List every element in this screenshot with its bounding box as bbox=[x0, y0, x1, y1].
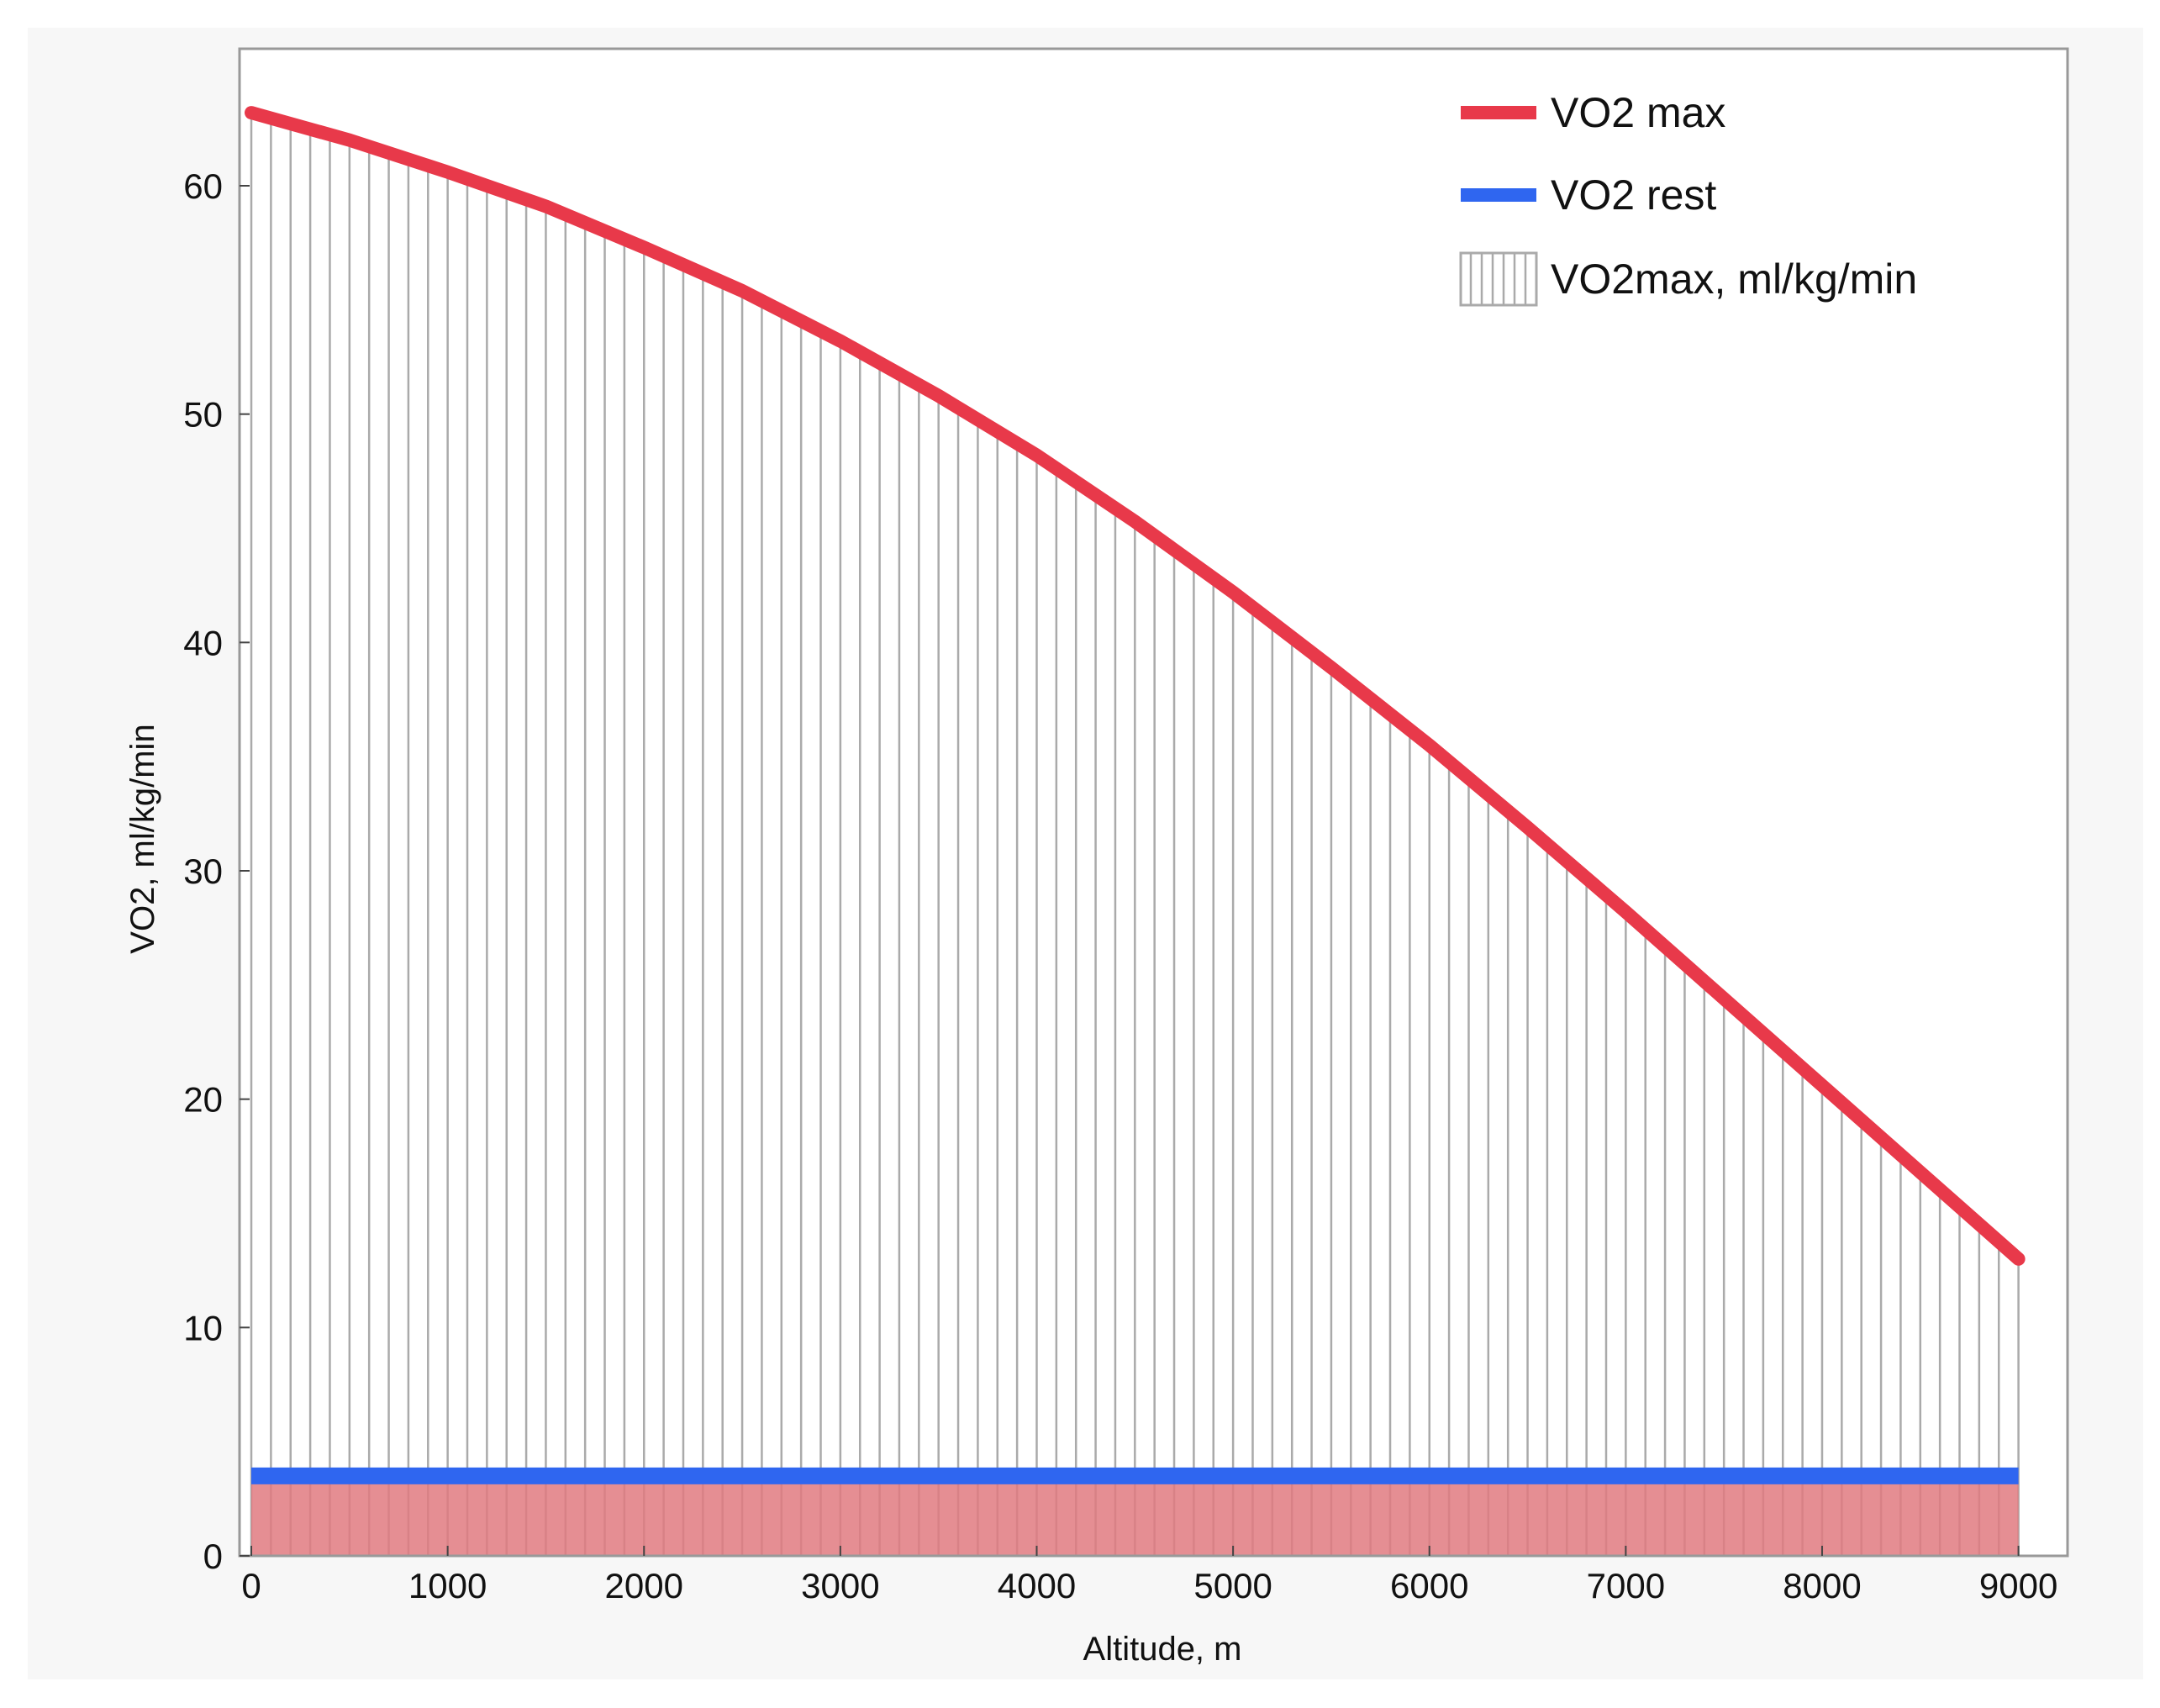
y-tick-label: 30 bbox=[183, 851, 223, 891]
y-tick-label: 60 bbox=[183, 166, 223, 206]
vo2rest-area-fill bbox=[251, 1475, 2019, 1556]
legend-label-vo2max: VO2 max bbox=[1551, 89, 1725, 136]
x-tick-label: 4000 bbox=[998, 1566, 1076, 1605]
x-axis-ticks: 0 1000 2000 3000 4000 5000 6000 7000 8000 9000 bbox=[241, 1546, 2057, 1605]
legend: VO2 max VO2 rest VO2max, ml/kg/min bbox=[1459, 89, 1917, 307]
y-tick-label: 50 bbox=[183, 395, 223, 435]
x-tick-label: 0 bbox=[241, 1566, 261, 1605]
y-tick-label: 20 bbox=[183, 1080, 223, 1120]
x-tick-label: 6000 bbox=[1390, 1566, 1468, 1605]
y-tick-label: 10 bbox=[183, 1308, 223, 1347]
series-lines bbox=[245, 106, 2026, 1484]
y-axis-ticks: 0 10 20 30 40 50 60 bbox=[183, 166, 250, 1576]
x-tick-label: 8000 bbox=[1783, 1566, 1861, 1605]
plot-border bbox=[238, 47, 2069, 1558]
legend-label-vo2rest: VO2 rest bbox=[1551, 171, 1716, 219]
legend-hatch-box bbox=[1459, 251, 1538, 307]
x-tick-label: 3000 bbox=[801, 1566, 879, 1605]
legend-swatch-hatched-area bbox=[1459, 251, 1538, 307]
x-tick-label: 7000 bbox=[1587, 1566, 1665, 1605]
chart-figure: 0 1000 2000 3000 4000 5000 6000 7000 8000 9000 0 1… bbox=[28, 28, 2143, 1679]
x-tick-label: 1000 bbox=[408, 1566, 487, 1605]
x-tick-label: 5000 bbox=[1193, 1566, 1272, 1605]
y-tick-label: 0 bbox=[203, 1537, 223, 1576]
plot-frame bbox=[238, 47, 2069, 1558]
legend-label-hatched-area: VO2max, ml/kg/min bbox=[1551, 256, 1917, 303]
y-tick-label: 40 bbox=[183, 623, 223, 662]
x-axis-title: Altitude, m bbox=[1083, 1631, 1242, 1668]
vo2-altitude-chart: 0 1000 2000 3000 4000 5000 6000 7000 8000 9000 0 1… bbox=[124, 47, 2069, 1668]
series-line-vo2max bbox=[245, 106, 2026, 1266]
vo2max-hatched-area bbox=[250, 113, 2020, 1556]
vo2rest-filled-area bbox=[251, 1475, 2019, 1556]
x-tick-label: 9000 bbox=[1979, 1566, 2057, 1605]
x-tick-label: 2000 bbox=[605, 1566, 683, 1605]
y-axis-title: VO2, ml/kg/min bbox=[124, 724, 161, 953]
